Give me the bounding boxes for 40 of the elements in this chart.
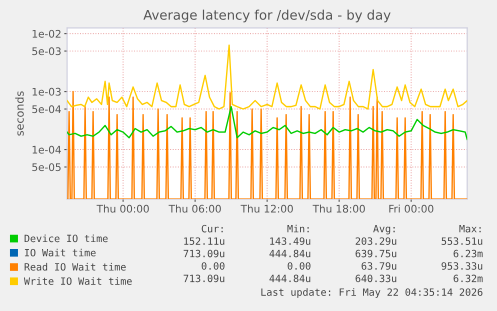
- text: 6.32m: [454, 274, 483, 282]
- y-axis-title: seconds: [15, 91, 24, 136]
- legend-label: Write IO Wait time: [24, 277, 132, 285]
- line-series: [67, 44, 468, 110]
- text: 953.33u: [442, 262, 482, 270]
- text: 444.84u: [269, 250, 310, 258]
- y-tick-label: 5e-05: [32, 163, 61, 172]
- text: 6.23m: [454, 250, 483, 258]
- text: 713.09u: [184, 274, 224, 282]
- y-tick-label: 1e-03: [32, 88, 61, 96]
- text: 63.79u: [362, 262, 396, 270]
- x-tick-label: Thu 06:00: [168, 204, 221, 213]
- x-tick-label: Thu 18:00: [312, 204, 365, 213]
- x-tick-label: Thu 00:00: [96, 204, 149, 213]
- text: Avg:: [373, 224, 395, 234]
- text: 713.09u: [184, 250, 224, 258]
- text: 0.00: [202, 262, 224, 270]
- y-tick-label: 1e-04: [32, 146, 61, 154]
- chart-title: Average latency for /dev/sda - by day: [143, 10, 391, 22]
- y-tick-label: 1e-02: [32, 30, 60, 38]
- text: 203.29u: [356, 237, 396, 245]
- legend-label: Device IO time: [24, 234, 108, 242]
- text: Min:: [287, 224, 309, 232]
- y-tick-label: 5e-04: [32, 105, 61, 114]
- legend-label: Read IO Wait time: [24, 262, 126, 271]
- text: 553.51u: [442, 237, 482, 245]
- text: 444.84u: [269, 274, 310, 282]
- line-series: [67, 106, 468, 140]
- text: Max:: [459, 225, 481, 232]
- x-tick-label: Fri 00:00: [389, 204, 434, 213]
- y-tick-label: 5e-03: [32, 47, 61, 56]
- text: Cur:: [202, 224, 223, 232]
- legend-label: IO Wait time: [24, 248, 96, 256]
- x-tick-label: Thu 12:00: [240, 204, 293, 213]
- text: 152.11u: [184, 237, 224, 245]
- text: 0.00: [288, 262, 310, 270]
- text: 143.49u: [270, 237, 310, 245]
- text: 640.33u: [356, 274, 396, 282]
- text: Last update: Fri May 22 04:35:14 2026: [261, 288, 482, 298]
- text: 639.75u: [356, 250, 396, 258]
